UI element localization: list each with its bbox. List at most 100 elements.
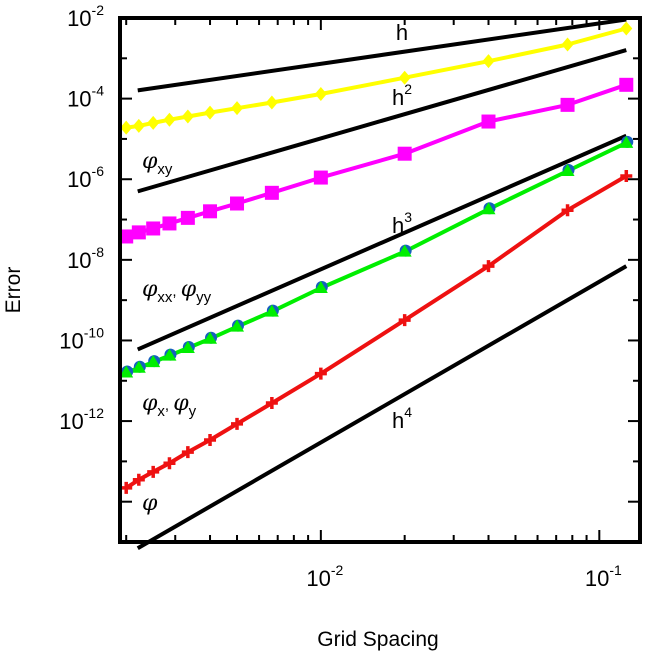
data-point-phi_x_y [313, 281, 328, 294]
y-tick-label: 10-6 [67, 163, 104, 192]
data-point-triangle [203, 331, 218, 344]
series-label-phi_xy: φxy [142, 149, 173, 178]
data-point-phi_x_y [119, 365, 134, 378]
data-point-triangle [397, 244, 412, 257]
series-label-phi_xx_yy: φxx, φyy [142, 277, 212, 306]
y-tick-label-exponent: -2 [92, 2, 105, 18]
y-tick-label-base: 10 [67, 6, 91, 31]
y-tick-label-base: 10 [67, 167, 91, 192]
reference-label-exponent: 2 [404, 81, 412, 97]
data-point-phi [181, 446, 194, 459]
data-point-triangle [119, 365, 134, 378]
reference-label-h3: h3 [392, 209, 412, 238]
y-tick-label: 10-4 [67, 83, 104, 112]
data-point-phi [231, 417, 244, 430]
y-tick-label-exponent: -6 [92, 163, 105, 179]
series-lines [125, 26, 628, 490]
data-point-phi [265, 397, 278, 410]
series-label-symbol: φ [142, 149, 158, 174]
plot-frame [118, 16, 642, 544]
data-point-phi_x_y [397, 244, 412, 257]
data-point-phi_xx_yy [560, 97, 575, 112]
data-point-triangle [146, 355, 161, 368]
series-label-symbol: φ [181, 277, 197, 302]
reference-label-exponent: 4 [404, 404, 412, 420]
reference-line-h [137, 17, 627, 93]
data-point-phi_x_y [230, 319, 245, 332]
data-point-phi_x_y [619, 135, 634, 148]
reference-label-exponent: 3 [404, 209, 412, 225]
series-markers [119, 21, 634, 494]
x-tick-label-base: 10 [306, 566, 330, 591]
reference-label-base: h [392, 213, 404, 238]
data-point-phi [482, 260, 495, 273]
y-tick-label: 10-10 [59, 324, 104, 353]
data-point-phi_xy [231, 101, 244, 116]
y-tick-label: 10-12 [59, 405, 104, 434]
y-tick-label: 10-2 [67, 2, 104, 31]
data-point-phi_xy [314, 87, 327, 102]
data-point-phi_x_y [146, 355, 161, 368]
reference-lines [136, 17, 628, 550]
y-axis-title: Error [2, 267, 25, 314]
data-point-phi_xx_yy [146, 221, 161, 236]
data-point-phi_xx_yy [119, 229, 134, 244]
series-label-separator: , [172, 283, 180, 300]
data-point-phi [398, 314, 411, 327]
data-point-triangle [560, 164, 575, 177]
x-tick-label-exponent: -2 [331, 562, 344, 578]
data-point-phi_x_y [131, 360, 146, 373]
data-point-phi_x_y [560, 164, 575, 177]
data-point-phi_x_y [180, 341, 195, 354]
x-tick-label-exponent: -1 [609, 562, 622, 578]
data-point-phi [147, 465, 160, 478]
reference-label-base: h [396, 20, 408, 45]
x-tick-label: 10-1 [585, 562, 622, 591]
reference-line-h3 [136, 133, 628, 352]
series-line-phi_xx_yy [125, 82, 627, 239]
series-label-subscript: x [157, 403, 165, 420]
series-label-phi_x_y: φx, φy [142, 391, 197, 420]
data-point-triangle [180, 341, 195, 354]
reference-line-h2 [137, 48, 627, 194]
series-label-symbol: φ [173, 391, 189, 416]
data-point-phi_xy [120, 120, 133, 135]
y-tick-label-exponent: -12 [84, 405, 104, 421]
data-point-triangle [481, 202, 496, 215]
data-point-triangle [619, 135, 634, 148]
data-point-phi_xy [204, 105, 217, 120]
series-label-subscript: yy [196, 289, 212, 306]
data-point-phi_xy [147, 115, 160, 130]
data-point-phi_xx_yy [397, 146, 412, 161]
reference-label-h: h [396, 20, 408, 45]
data-point-phi_xy [163, 112, 176, 127]
series-label-symbol: φ [142, 391, 158, 416]
data-point-phi_xx_yy [313, 170, 328, 185]
y-tick-label-base: 10 [59, 409, 83, 434]
data-point-phi_xx_yy [203, 204, 218, 219]
reference-label-h2: h2 [392, 81, 412, 110]
axis-ticks [120, 17, 640, 543]
data-point-phi [620, 170, 633, 183]
data-point-phi_xx_yy [162, 216, 177, 231]
data-point-phi_xy [181, 109, 194, 124]
data-point-phi [163, 457, 176, 470]
data-point-phi_xx_yy [264, 185, 279, 200]
x-axis-title: Grid Spacing [317, 628, 438, 651]
data-point-phi_xy [620, 21, 633, 36]
data-point-phi_x_y [203, 331, 218, 344]
data-point-phi_xx_yy [131, 225, 146, 240]
y-tick-label: 10-8 [67, 244, 104, 273]
y-tick-label-base: 10 [67, 87, 91, 112]
y-tick-label-exponent: -8 [92, 244, 105, 260]
y-tick-label-base: 10 [67, 248, 91, 273]
plot-border [118, 16, 642, 544]
reference-line-h4 [136, 264, 628, 550]
data-point-phi [314, 367, 327, 380]
series-label-separator: , [165, 397, 173, 414]
series-label-subscript: y [189, 403, 197, 420]
x-tick-label-base: 10 [585, 566, 609, 591]
data-point-triangle [313, 281, 328, 294]
